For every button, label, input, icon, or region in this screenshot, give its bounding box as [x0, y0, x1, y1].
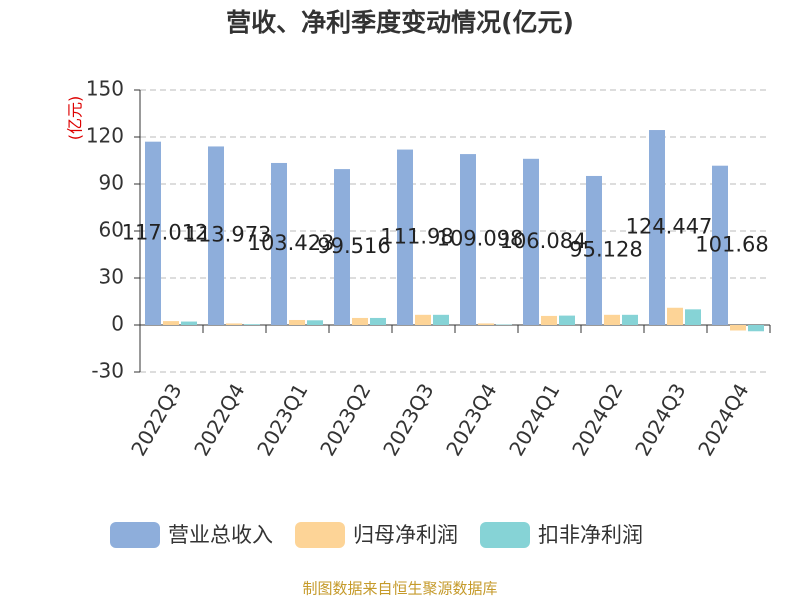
bar — [523, 158, 539, 325]
bar — [586, 175, 602, 325]
x-tick-label: 2023Q3 — [378, 379, 438, 460]
bar — [226, 323, 242, 325]
value-label: 99.516 — [317, 234, 390, 258]
bar — [352, 317, 368, 325]
legend-swatch — [110, 522, 160, 548]
bar — [622, 314, 638, 325]
x-tick-label: 2023Q2 — [315, 379, 375, 460]
legend-label: 营业总收入 — [168, 523, 273, 547]
legend-swatch — [480, 522, 530, 548]
value-label: 109.098 — [437, 227, 524, 251]
x-tick-label: 2022Q4 — [189, 379, 249, 460]
bar — [649, 130, 665, 325]
bar — [685, 309, 701, 325]
value-label: 113.973 — [185, 223, 272, 247]
bar — [181, 321, 197, 325]
bar — [541, 315, 557, 325]
value-label: 101.68 — [695, 232, 768, 256]
chart-title: 营收、净利季度变动情况(亿元) — [226, 8, 574, 37]
x-tick-label: 2024Q2 — [567, 379, 627, 460]
bar — [730, 325, 746, 331]
bar — [145, 141, 161, 325]
bar — [370, 317, 386, 325]
bar — [604, 314, 620, 325]
bar — [208, 146, 224, 325]
y-tick-label: -30 — [91, 359, 124, 383]
bar — [244, 324, 260, 325]
bar — [748, 325, 764, 332]
value-label: 106.084 — [500, 229, 587, 253]
value-label: 111.98 — [380, 224, 453, 248]
y-tick-label: 150 — [86, 77, 124, 101]
bar — [415, 314, 431, 325]
legend-swatch — [295, 522, 345, 548]
bar — [163, 321, 179, 325]
bar — [289, 319, 305, 325]
bar — [478, 323, 494, 325]
legend-label: 扣非净利润 — [538, 523, 643, 547]
bar — [433, 314, 449, 325]
x-tick-label: 2024Q4 — [693, 379, 753, 460]
y-tick-label: 30 — [99, 265, 124, 289]
y-tick-label: 60 — [99, 218, 124, 242]
bar — [397, 149, 413, 325]
y-axis-label: (亿元) — [66, 96, 85, 141]
bar — [460, 154, 476, 325]
legend-label: 归母净利润 — [353, 523, 458, 547]
value-label: 95.128 — [569, 237, 642, 261]
bar — [334, 169, 350, 325]
x-tick-label: 2024Q1 — [504, 379, 564, 460]
x-tick-label: 2024Q3 — [630, 379, 690, 460]
y-tick-label: 90 — [99, 171, 124, 195]
x-tick-label: 2023Q1 — [252, 379, 312, 460]
x-tick-label: 2022Q3 — [126, 379, 186, 460]
bar — [271, 162, 287, 325]
bar — [667, 307, 683, 325]
x-tick-label: 2023Q4 — [441, 379, 501, 460]
bar — [712, 165, 728, 325]
bar — [559, 315, 575, 325]
y-tick-label: 0 — [111, 312, 124, 336]
value-label: 124.447 — [626, 215, 713, 239]
source: 制图数据来自恒生聚源数据库 — [302, 580, 497, 598]
value-label: 117.012 — [122, 220, 209, 244]
value-label: 103.423 — [248, 231, 335, 255]
y-tick-label: 120 — [86, 124, 124, 148]
bar — [307, 320, 323, 325]
